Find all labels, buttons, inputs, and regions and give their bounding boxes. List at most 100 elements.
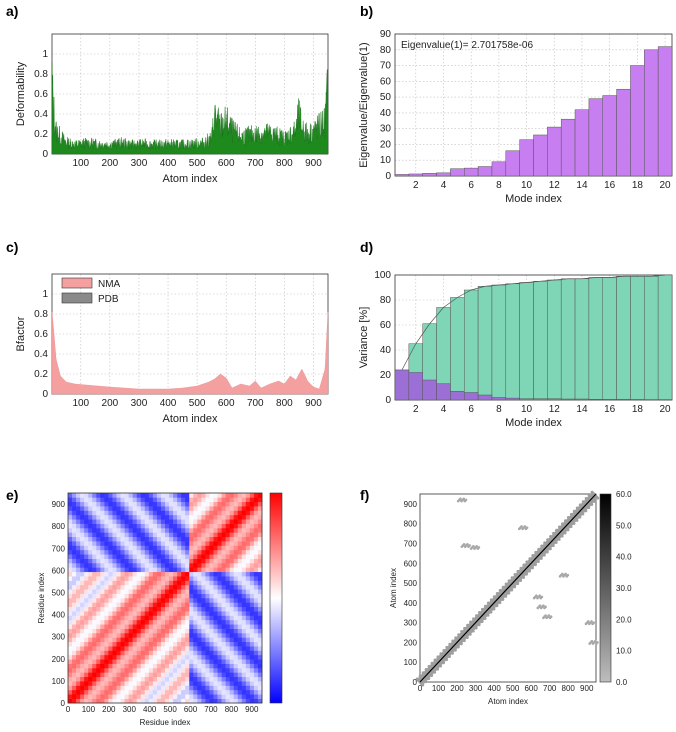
e-heatmap-cell [189,611,194,616]
e-heatmap-cell [173,497,178,503]
e-heatmap-cell [92,668,97,673]
b-bar-values-2 [408,173,423,177]
e-heatmap-cell [96,646,101,651]
e-heatmap-cell [197,528,202,533]
e-heatmap-cell [96,541,101,546]
e-heatmap-cell [116,606,121,612]
e-heatmap-cell [221,628,226,634]
e-heatmap-cell [201,663,206,669]
e-heatmap-cell [104,637,109,643]
e-heatmap-cell [229,602,235,608]
e-heatmap-cell [112,567,117,573]
e-heatmap-cell [221,668,226,673]
e-heatmap-cell [120,628,125,634]
e-heatmap-cell [197,668,202,673]
e-heatmap-cell [229,681,235,686]
e-heatmap-cell [76,663,81,669]
e-heatmap-cell [189,615,194,621]
e-heatmap-cell [156,659,162,664]
e-heatmap-cell [249,567,255,573]
e-heatmap-cell [152,641,158,647]
x-tick-label: 20 [660,404,672,415]
x-tick-label: 100 [82,705,96,714]
x-tick-label: 16 [604,404,616,415]
e-heatmap-cell [225,602,230,608]
e-heatmap-cell [68,528,73,533]
e-heatmap-cell [96,514,101,520]
f-contact-point [590,502,594,506]
e-heatmap-cell [88,584,93,590]
e-heatmap-cell [92,654,97,660]
e-heatmap-cell [249,576,255,581]
e-heatmap-cell [100,637,105,643]
e-heatmap-cell [108,606,113,612]
e-heatmap-cell [108,506,113,511]
y-tick-label: 80 [380,295,392,306]
e-heatmap-cell [253,519,259,524]
e-heatmap-cell [128,580,133,586]
e-heatmap-cell [68,506,73,511]
e-heatmap-cell [132,545,138,551]
e-heatmap-cell [189,637,194,643]
e-heatmap-cell [233,593,239,599]
e-heatmap-cell [140,685,146,691]
e-heatmap-cell [245,698,251,704]
e-heatmap-cell [144,681,150,686]
e-heatmap-cell [253,528,259,533]
e-heatmap-cell [72,528,77,533]
e-heatmap-cell [76,615,81,621]
e-heatmap-cell [124,541,129,546]
e-heatmap-cell [136,589,142,594]
e-heatmap-cell [197,536,202,542]
e-heatmap-cell [221,654,226,660]
e-heatmap-cell [132,567,138,573]
e-heatmap-cell [197,698,202,704]
e-heatmap-cell [225,619,230,625]
e-heatmap-cell [221,536,226,542]
e-heatmap-cell [221,580,226,586]
e-heatmap-cell [136,694,142,699]
e-heatmap-cell [249,510,255,516]
e-heatmap-cell [152,689,158,695]
x-tick-label: 10 [521,180,533,191]
e-heatmap-cell [104,685,109,691]
e-heatmap-cell [128,646,133,651]
e-heatmap-cell [257,523,263,529]
e-heatmap-cell [221,523,226,529]
e-heatmap-cell [189,510,194,516]
e-heatmap-cell [80,611,85,616]
y-tick-label: 600 [404,559,418,568]
f-contact-point [459,642,463,646]
e-heatmap-cell [241,528,247,533]
e-heatmap-cell [112,689,117,695]
e-heatmap-cell [92,545,97,551]
e-heatmap-cell [205,532,210,538]
e-heatmap-cell [88,650,93,656]
e-heatmap-cell [96,628,101,634]
e-heatmap-cell [181,602,186,608]
e-heatmap-cell [144,501,150,507]
e-heatmap-cell [156,493,162,498]
e-heatmap-cell [177,624,182,629]
e-heatmap-cell [193,567,198,573]
e-heatmap-cell [189,650,194,656]
e-heatmap-cell [92,672,97,678]
e-heatmap-cell [177,628,182,634]
e-heatmap-cell [177,580,182,586]
e-heatmap-cell [80,654,85,660]
e-heatmap-cell [144,654,150,660]
e-heatmap-cell [132,532,138,538]
e-heatmap-cell [257,541,263,546]
e-heatmap-cell [205,681,210,686]
e-heatmap-cell [209,685,214,691]
d-bar-individual-7 [477,394,493,401]
e-heatmap-cell [205,528,210,533]
e-heatmap-cell [148,602,154,608]
e-heatmap-cell [209,563,214,568]
e-heatmap-cell [156,654,162,660]
e-heatmap-cell [152,501,158,507]
e-heatmap-cell [209,663,214,669]
e-heatmap-cell [128,571,133,577]
e-heatmap-cell [241,584,247,590]
e-heatmap-cell [213,694,218,699]
